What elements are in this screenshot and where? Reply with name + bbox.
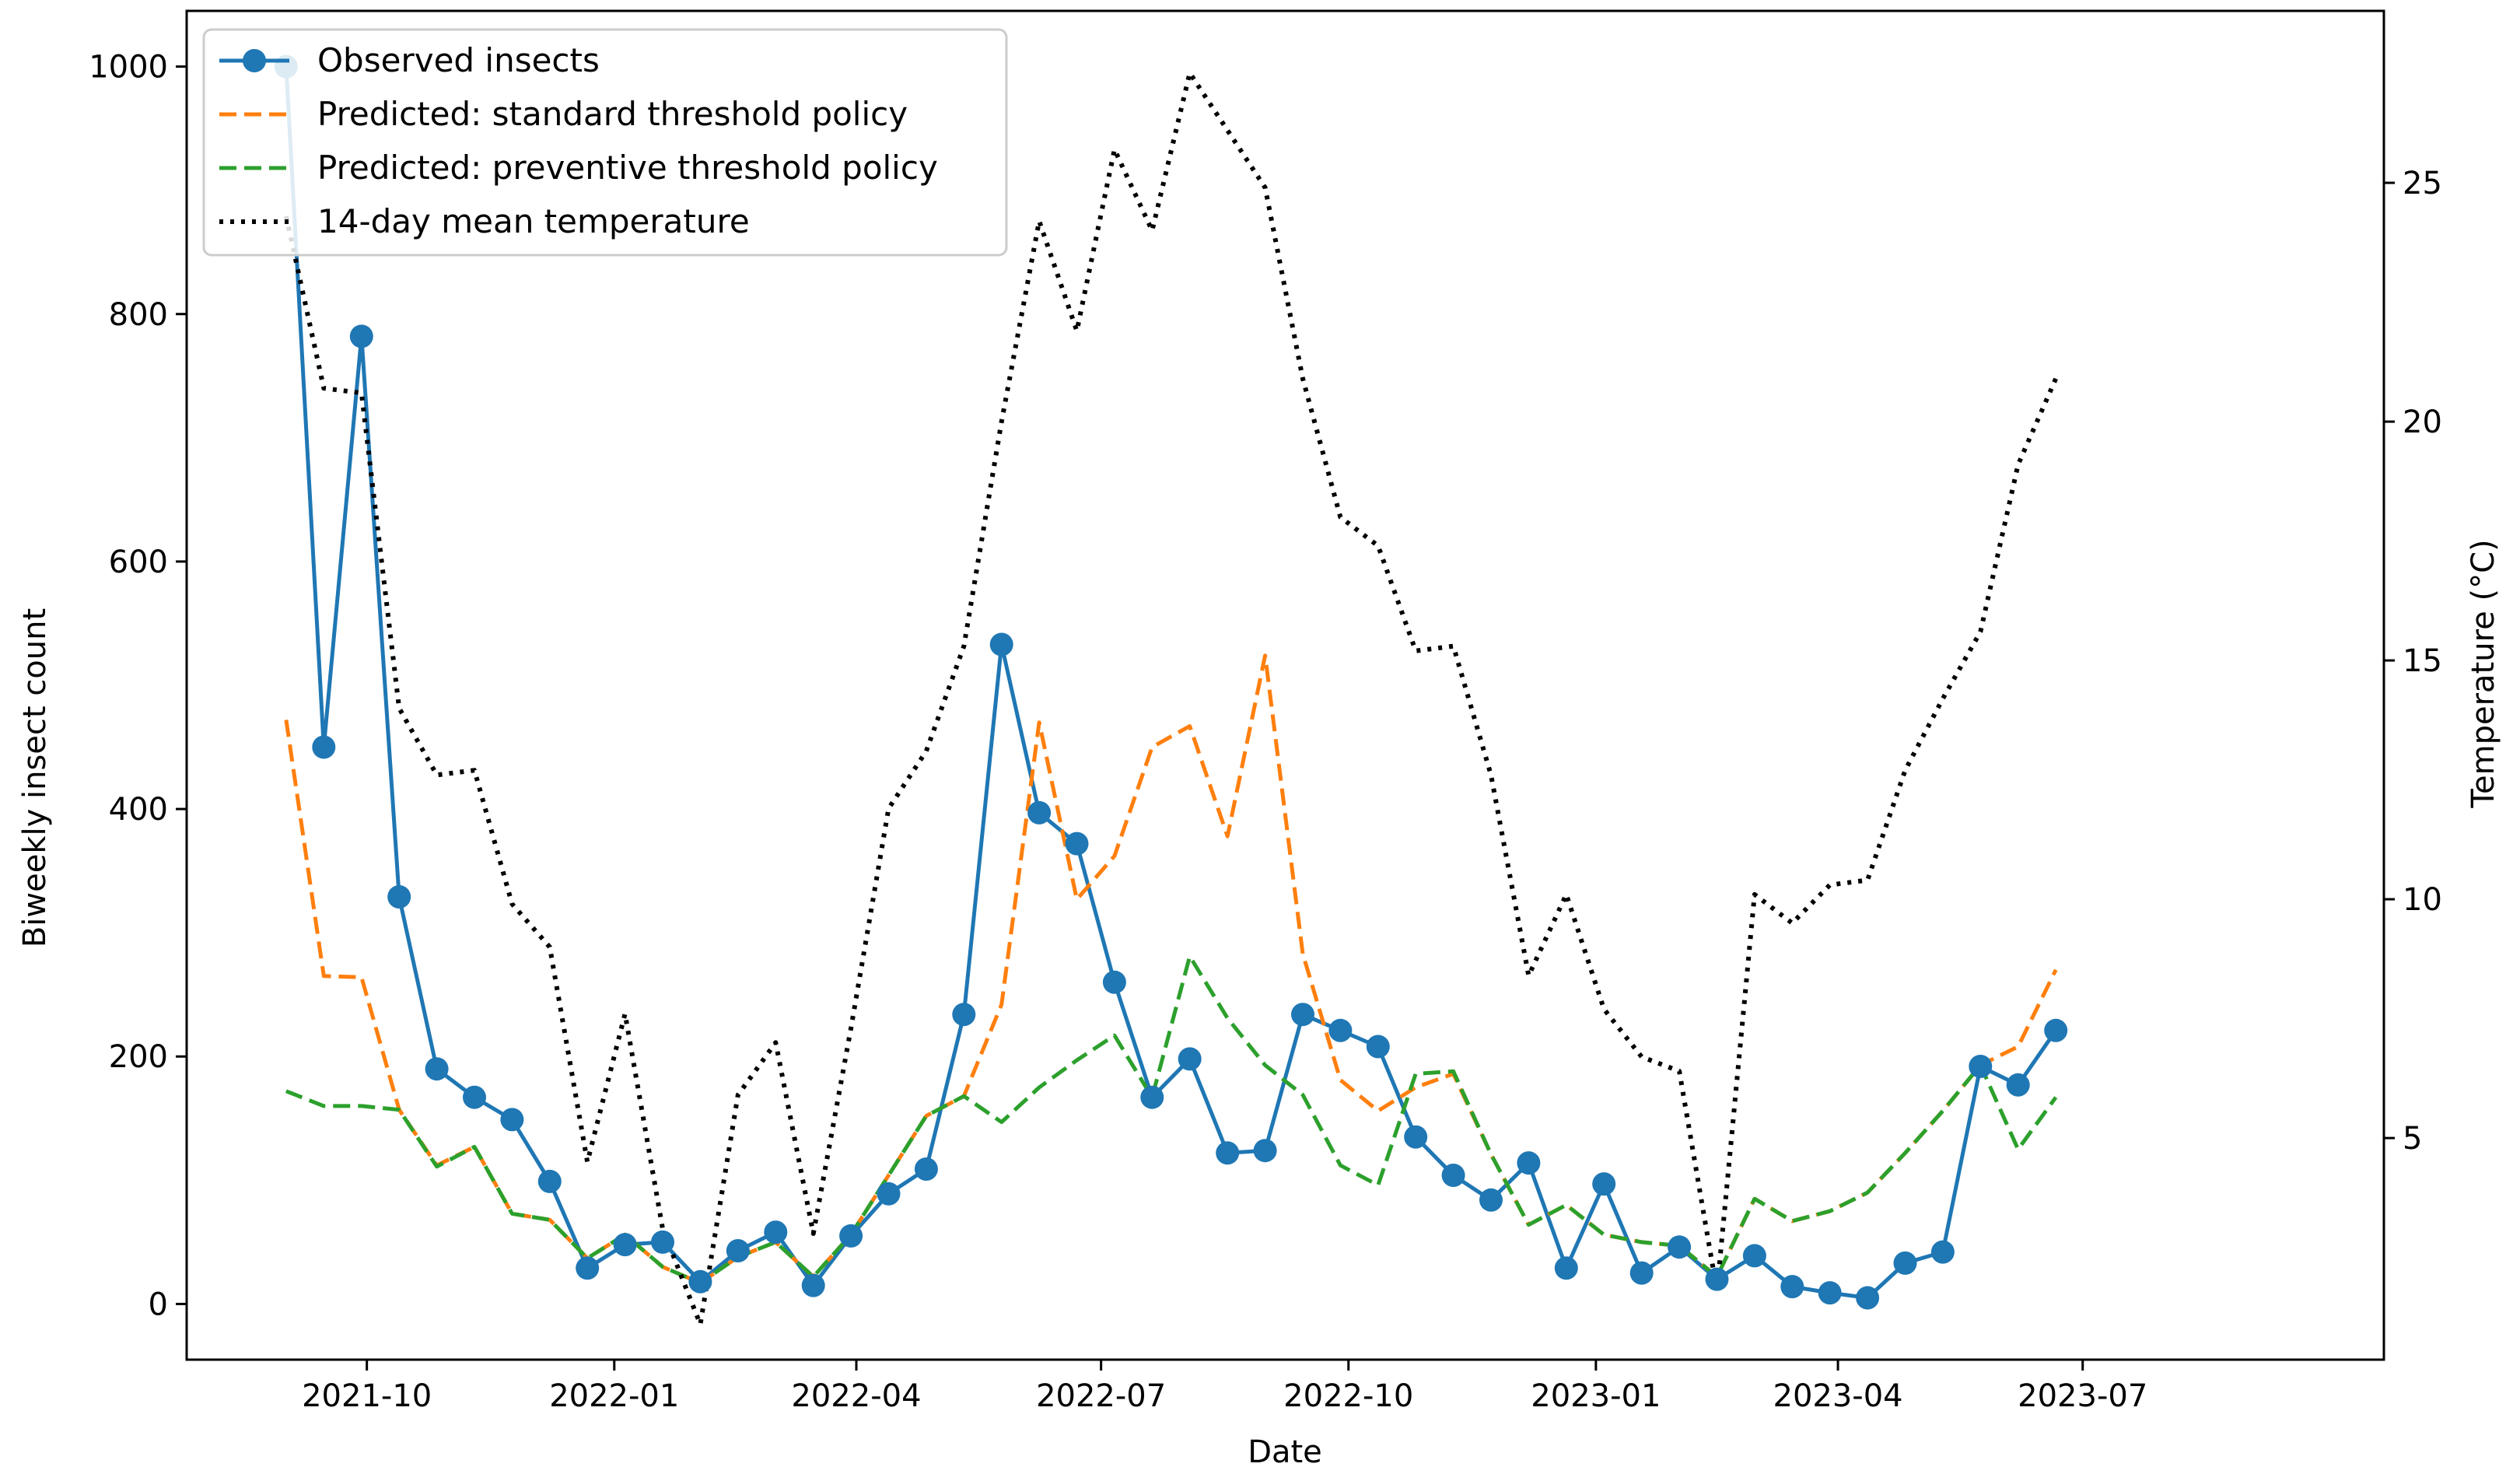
data-point [952, 1003, 976, 1027]
y-tick-label: 600 [109, 544, 168, 580]
data-point [914, 1157, 938, 1181]
data-point [387, 885, 411, 909]
x-axis-label: Date [1248, 1434, 1322, 1470]
y-tick-label: 400 [109, 792, 168, 828]
x-tick-label: 2021-10 [302, 1378, 432, 1414]
legend-label-2: Predicted: standard threshold policy [317, 95, 908, 133]
data-point [537, 1169, 562, 1193]
legend-label-4: 14-day mean temperature [317, 202, 750, 240]
data-point [1705, 1267, 1729, 1291]
y-tick-label: 200 [109, 1039, 168, 1075]
plot-area [274, 54, 2068, 1327]
data-point [1554, 1256, 1578, 1280]
y-tick-label: 1000 [89, 50, 168, 86]
y-tick-label: 800 [109, 297, 168, 333]
axes-frame [185, 9, 2385, 1361]
data-point [576, 1256, 600, 1280]
data-point [349, 324, 373, 348]
data-point [1291, 1003, 1314, 1027]
legend: Observed insects Predicted: standard thre… [202, 28, 1008, 257]
data-point [1818, 1281, 1842, 1305]
y-tick-label: 0 [149, 1287, 168, 1322]
legend-label-3: Predicted: preventive threshold policy [317, 149, 938, 187]
data-point [463, 1085, 486, 1109]
data-point [312, 735, 336, 759]
data-point [1328, 1018, 1353, 1042]
data-point [764, 1220, 788, 1245]
y2-tick-label: 10 [2403, 882, 2442, 918]
x-tick-label: 2022-07 [1036, 1378, 1166, 1414]
data-point [1404, 1125, 1428, 1149]
y2-axis-label: Temperature (°C) [2466, 539, 2501, 808]
axes: 0 200 400 600 800 1000 5 10 15 20 25 2021-10 2022-01… [89, 9, 2442, 1414]
data-point [1742, 1244, 1766, 1268]
series-line-3 [285, 954, 2058, 1285]
data-point [1930, 1240, 1955, 1264]
data-point [1592, 1172, 1616, 1196]
x-tick-label: 2023-04 [1773, 1378, 1903, 1414]
x-tick-label: 2022-01 [549, 1378, 679, 1414]
data-point [1253, 1139, 1277, 1163]
data-point [839, 1224, 863, 1248]
data-point [2006, 1073, 2030, 1097]
data-point [989, 632, 1013, 656]
data-point [1216, 1141, 1240, 1165]
x-tick-label: 2023-01 [1531, 1378, 1661, 1414]
data-point [2044, 1018, 2068, 1042]
data-point [877, 1182, 901, 1206]
y2-tick-label: 15 [2403, 643, 2442, 679]
data-point [1366, 1035, 1390, 1059]
data-point [651, 1230, 674, 1254]
data-point [1065, 832, 1089, 856]
data-point [726, 1239, 750, 1262]
x-tick-label: 2023-07 [2018, 1378, 2147, 1414]
x-tick-label: 2022-10 [1283, 1378, 1413, 1414]
series-line-4 [283, 70, 2058, 1327]
y2-tick-label: 20 [2403, 404, 2442, 440]
data-point [1856, 1286, 1880, 1310]
data-point [1517, 1151, 1541, 1175]
data-point [1629, 1261, 1654, 1285]
data-point [613, 1233, 637, 1257]
data-point [1969, 1055, 1993, 1078]
legend-label-1: Observed insects [317, 41, 600, 79]
data-point [1441, 1164, 1465, 1187]
data-point [1102, 970, 1126, 994]
data-point [688, 1269, 712, 1294]
data-point [801, 1273, 825, 1297]
data-point [1479, 1188, 1503, 1212]
y-axis-label: Biweekly insect count [17, 608, 53, 947]
data-point [1140, 1085, 1164, 1109]
data-point [425, 1057, 449, 1081]
legend-box [202, 28, 1008, 257]
legend-marker [243, 49, 266, 72]
data-point [1893, 1251, 1917, 1275]
data-point [1027, 800, 1052, 825]
x-tick-label: 2022-04 [791, 1378, 921, 1414]
data-point [500, 1108, 524, 1132]
data-point [1780, 1275, 1804, 1299]
y2-tick-label: 25 [2403, 166, 2442, 201]
data-point [1178, 1047, 1202, 1071]
y2-tick-label: 5 [2403, 1121, 2422, 1157]
data-point [1668, 1235, 1692, 1259]
